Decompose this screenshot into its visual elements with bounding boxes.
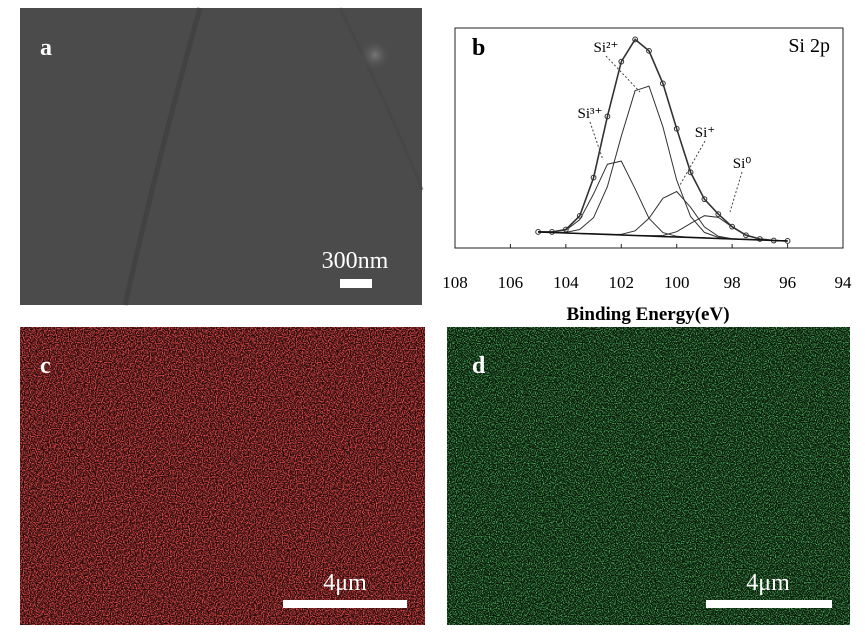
- panel-c: c 4μm: [20, 327, 425, 625]
- series-line: [538, 38, 788, 242]
- peak-label: Si⁺: [695, 125, 715, 141]
- panel-label: c: [40, 353, 51, 379]
- scale-label: 4μm: [323, 570, 367, 596]
- data-point: [701, 196, 708, 203]
- x-tick-label: 100: [664, 273, 690, 292]
- data-point: [604, 113, 611, 120]
- texture: [338, 7, 424, 191]
- data-point: [632, 36, 639, 43]
- x-tick-label: 106: [498, 273, 524, 292]
- peak-label: Si³⁺: [578, 106, 603, 122]
- scale-label: 4μm: [746, 570, 790, 596]
- scale-bar: [340, 279, 372, 288]
- peak-label: Si⁰: [733, 156, 752, 172]
- particle: [359, 39, 391, 71]
- panel-label: a: [40, 35, 52, 61]
- data-point: [729, 223, 736, 230]
- data-point: [673, 125, 680, 132]
- data-point: [646, 47, 652, 54]
- annotation: Si 2p: [788, 35, 830, 57]
- panel-a: a 300nm: [20, 7, 424, 306]
- x-tick-label: 94: [835, 273, 853, 292]
- data-point: [590, 174, 597, 181]
- scale-label: 300nm: [322, 248, 389, 274]
- leader-line: [589, 121, 604, 161]
- x-axis-title: Binding Energy(eV): [566, 304, 729, 325]
- plot-frame: [454, 27, 844, 249]
- x-tick-label: 108: [442, 273, 468, 292]
- scale-bar: [283, 600, 407, 608]
- element-map: [20, 327, 425, 625]
- data-point: [715, 211, 722, 218]
- scale-bar: [706, 600, 832, 608]
- series-line: [538, 231, 788, 242]
- data-point: [743, 232, 749, 239]
- leader-line: [605, 55, 641, 93]
- panel-label: d: [472, 353, 486, 379]
- leader-line: [729, 171, 743, 213]
- series-line: [538, 160, 788, 242]
- x-tick-label: 102: [609, 273, 635, 292]
- panel-label: b: [472, 35, 485, 61]
- x-tick-label: 98: [724, 273, 741, 292]
- leader-line: [679, 140, 706, 186]
- x-tick-label: 96: [779, 273, 796, 292]
- panel-d: d 4μm: [447, 327, 850, 625]
- panel-b: b Si 2p Binding Energy(eV) 108 106 104 102 1…: [442, 27, 853, 325]
- data-point: [659, 80, 666, 87]
- data-point: [687, 169, 694, 176]
- texture: [122, 7, 203, 306]
- sem-image: [20, 8, 422, 305]
- peak-label: Si²⁺: [594, 40, 619, 56]
- x-tick-label: 104: [553, 273, 579, 292]
- element-map: [447, 327, 850, 625]
- data-point: [618, 58, 625, 65]
